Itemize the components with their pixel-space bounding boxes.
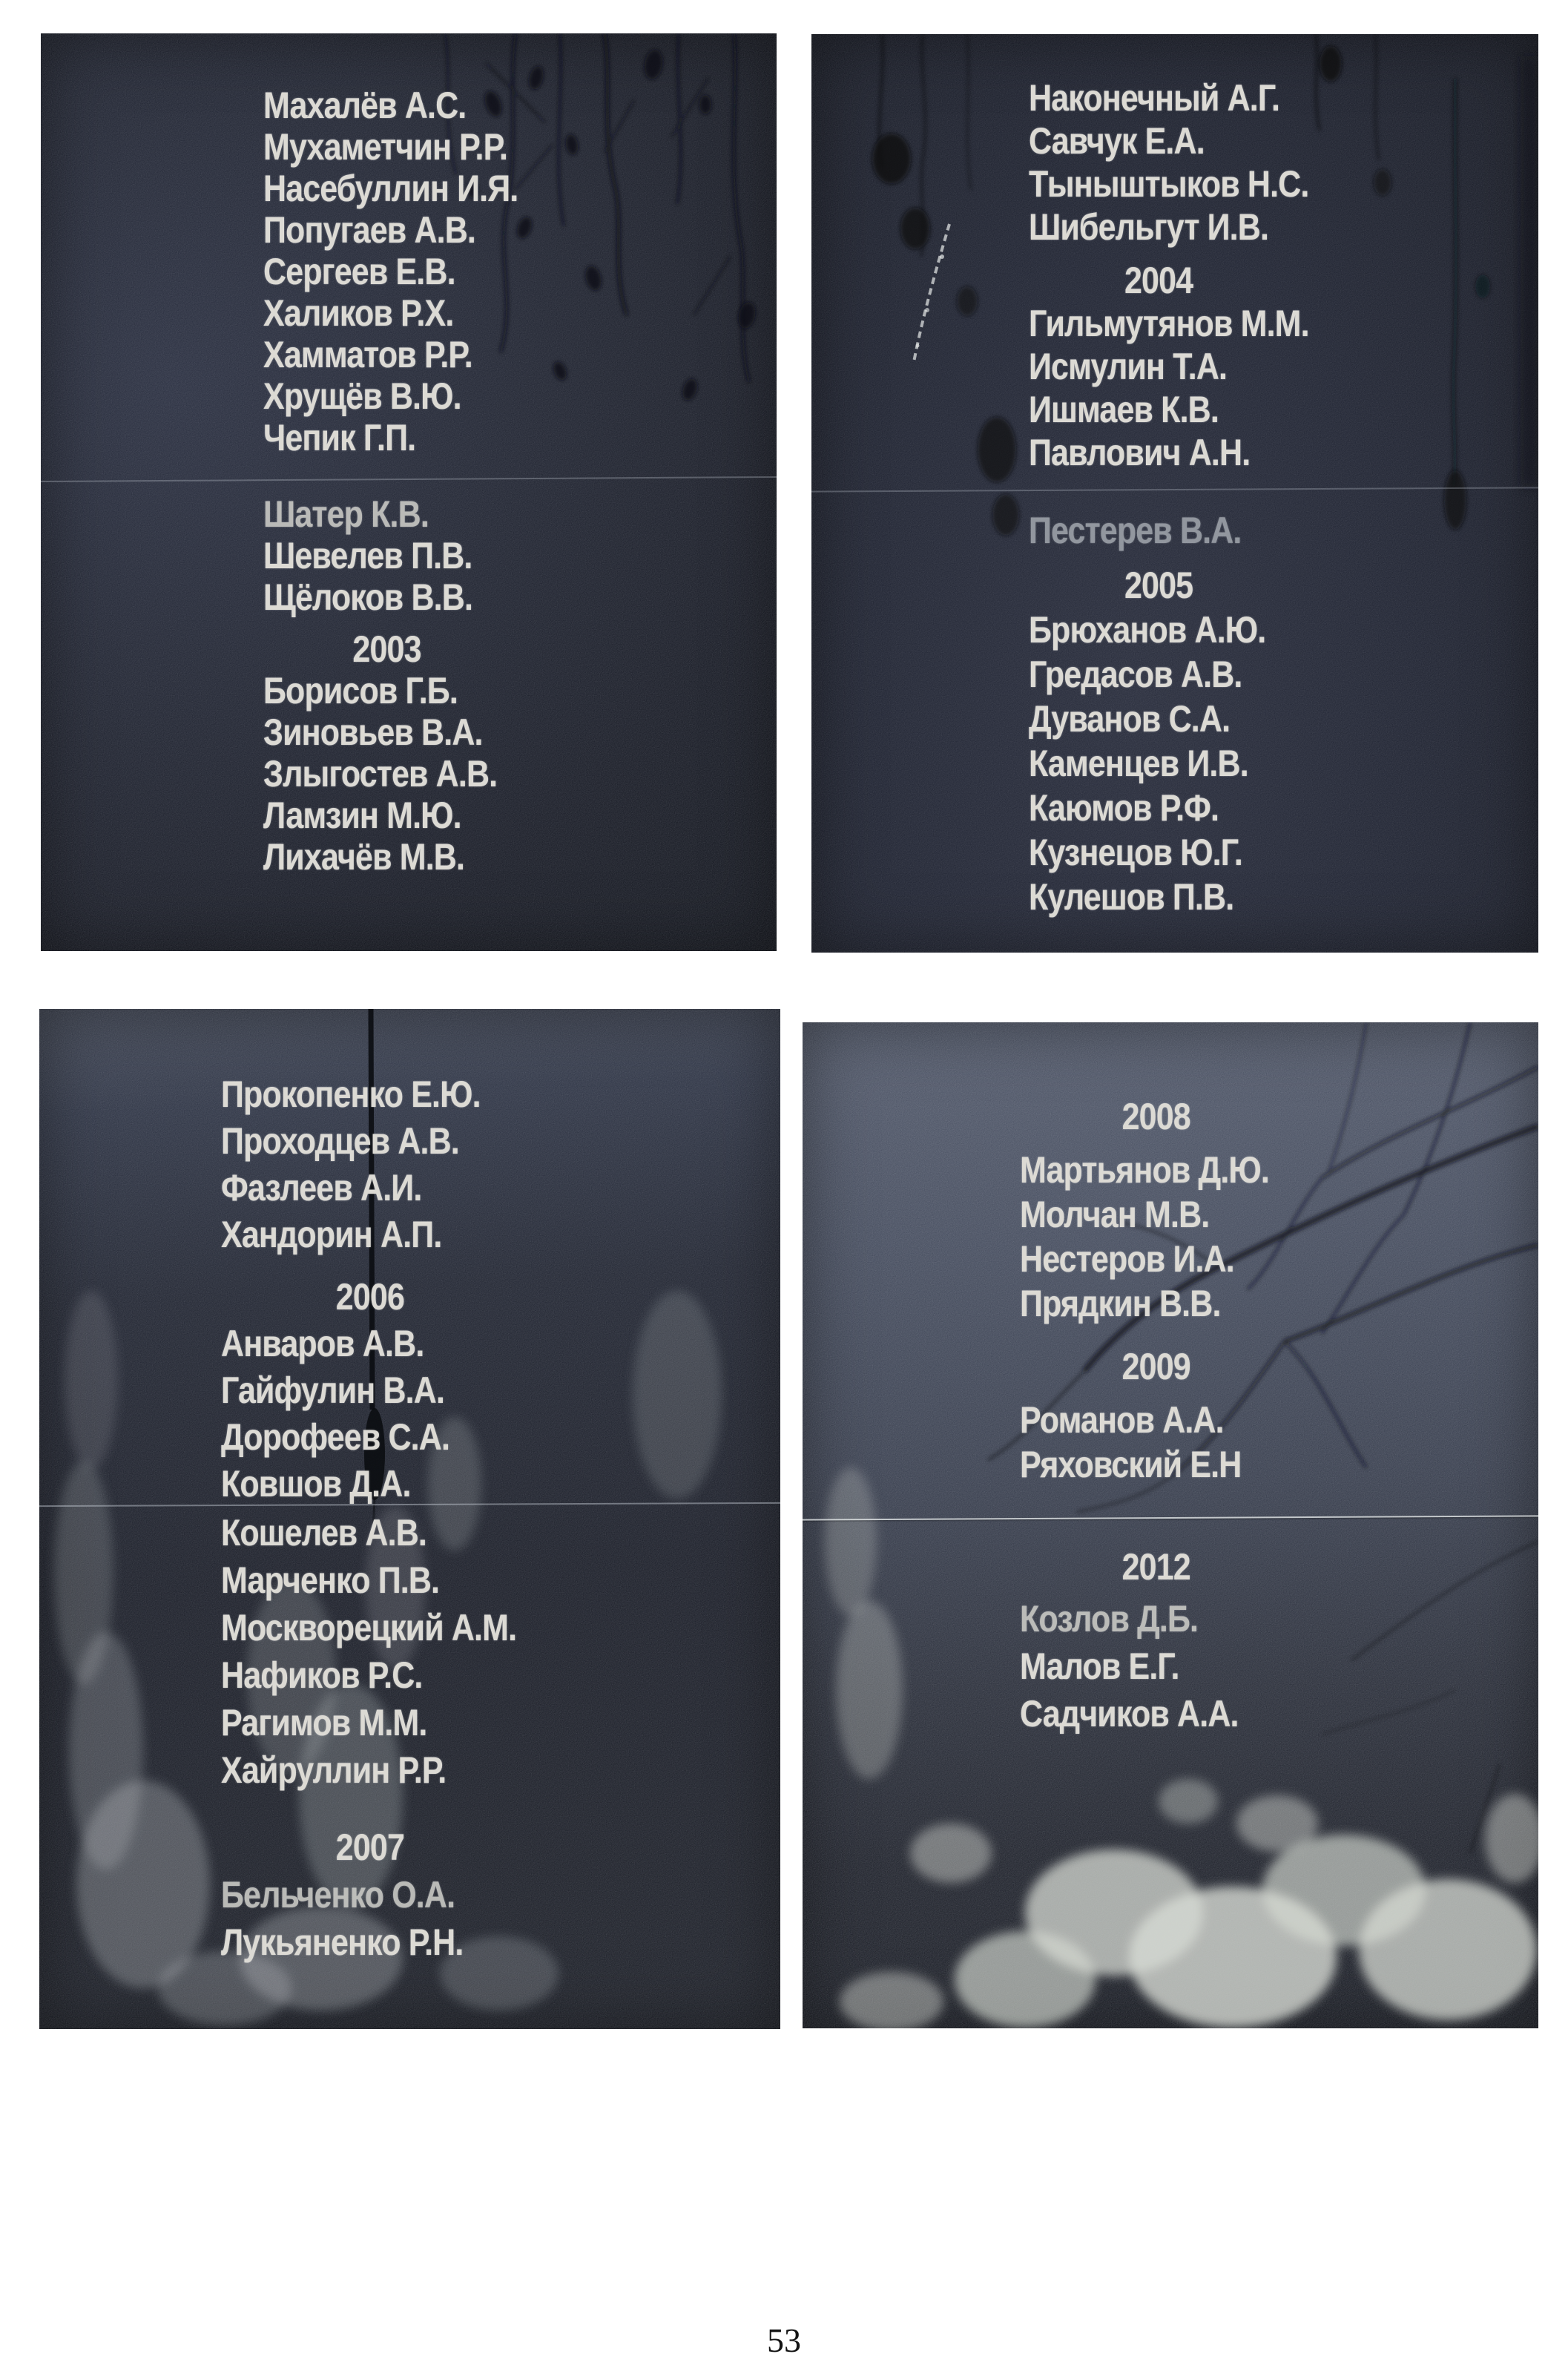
memorial-name: Мартьянов Д.Ю. bbox=[1020, 1149, 1270, 1191]
year-heading: 2007 bbox=[335, 1827, 405, 1868]
names-column: Кошелев А.В. Марченко П.В. Москворецкий … bbox=[221, 1509, 517, 1966]
memorial-name: Зиновьев В.А. bbox=[263, 711, 483, 753]
memorial-name: Каменцев И.В. bbox=[1029, 743, 1249, 784]
memorial-name: Кошелев А.В. bbox=[221, 1512, 427, 1554]
memorial-plaque-photo-bottom-right: 2008 Мартьянов Д.Ю. Молчан М.В. Нестеров… bbox=[803, 1022, 1538, 2028]
memorial-name: Каюмов Р.Ф. bbox=[1029, 787, 1219, 829]
memorial-name: Шибельгут И.В. bbox=[1029, 206, 1269, 248]
year-heading: 2003 bbox=[352, 628, 421, 670]
memorial-name: Прядкин В.В. bbox=[1020, 1283, 1221, 1324]
memorial-name: Ламзин М.Ю. bbox=[263, 795, 462, 836]
memorial-name: Сергеев Е.В. bbox=[263, 251, 456, 292]
names-column: Наконечный А.Г. Савчук Е.А. Тыныштыков Н… bbox=[1029, 76, 1310, 474]
memorial-name: Кузнецов Ю.Г. bbox=[1029, 832, 1243, 873]
memorial-name: Хайруллин Р.Р. bbox=[221, 1749, 447, 1791]
memorial-name: Халиков Р.Х. bbox=[263, 292, 454, 334]
names-column: Пестерев В.А. 2005 Брюханов А.Ю. Гредасо… bbox=[1029, 508, 1266, 919]
year-heading: 2009 bbox=[1121, 1346, 1191, 1387]
memorial-name: Тыныштыков Н.С. bbox=[1029, 163, 1309, 205]
memorial-name: Малов Е.Г. bbox=[1020, 1646, 1179, 1687]
memorial-name: Гредасов А.В. bbox=[1029, 654, 1242, 695]
memorial-name: Шатер К.В. bbox=[263, 493, 429, 535]
memorial-name: Бельченко О.А. bbox=[221, 1874, 455, 1916]
memorial-name: Хамматов Р.Р. bbox=[263, 334, 473, 375]
memorial-name: Гильмутянов М.М. bbox=[1029, 303, 1310, 344]
memorial-name: Савчук Е.А. bbox=[1029, 120, 1205, 162]
memorial-name: Рагимов М.М. bbox=[221, 1702, 427, 1743]
memorial-name: Злыгостев А.В. bbox=[263, 753, 498, 795]
memorial-name: Козлов Д.Б. bbox=[1020, 1598, 1199, 1640]
memorial-name: Романов А.А. bbox=[1020, 1399, 1225, 1441]
memorial-name: Марченко П.В. bbox=[221, 1559, 440, 1601]
stone-texture-and-shadows-overlay bbox=[811, 34, 1538, 953]
memorial-name: Дорофеев С.А. bbox=[221, 1416, 450, 1458]
hanging-cord-shadow-icon bbox=[364, 1009, 385, 1533]
year-heading: 2004 bbox=[1124, 260, 1193, 301]
memorial-name: Дуванов С.А. bbox=[1029, 698, 1231, 740]
memorial-plaque-photo-bottom-left: Прокопенко Е.Ю. Проходцев А.В. Фазлеев А… bbox=[39, 1009, 780, 2029]
memorial-name: Ковшов Д.А. bbox=[221, 1463, 411, 1505]
memorial-name: Хандорин А.П. bbox=[221, 1214, 442, 1255]
memorial-name: Павлович А.Н. bbox=[1029, 432, 1251, 473]
memorial-name: Нестеров И.А. bbox=[1020, 1238, 1235, 1280]
memorial-name: Мухаметчин Р.Р. bbox=[263, 126, 508, 168]
memorial-name: Борисов Г.Б. bbox=[263, 670, 458, 711]
memorial-name: Чепик Г.П. bbox=[263, 417, 416, 458]
stone-texture-and-branches-overlay bbox=[41, 33, 777, 951]
tree-branches-icon bbox=[987, 1022, 1538, 1854]
memorial-name: Хрущёв В.Ю. bbox=[263, 375, 462, 417]
names-column: Махалёв А.С. Мухаметчин Р.Р. Насебуллин … bbox=[263, 85, 518, 458]
year-heading: 2008 bbox=[1121, 1096, 1191, 1137]
chalk-scratch-mark bbox=[912, 223, 951, 363]
memorial-name: Лукьяненко Р.Н. bbox=[221, 1921, 464, 1963]
memorial-name: Нафиков Р.С. bbox=[221, 1654, 423, 1696]
year-heading: 2006 bbox=[335, 1276, 405, 1318]
memorial-name: Махалёв А.С. bbox=[263, 85, 467, 126]
memorial-name: Москворецкий А.М. bbox=[221, 1607, 517, 1648]
year-heading: 2012 bbox=[1121, 1546, 1191, 1588]
names-column: 2012 Козлов Д.Б. Малов Е.Г. Садчиков А.А… bbox=[1020, 1545, 1239, 1737]
lichen-patch bbox=[825, 1467, 1538, 2028]
memorial-name: Фазлеев А.И. bbox=[221, 1167, 422, 1209]
memorial-name: Гайфулин В.А. bbox=[221, 1370, 445, 1411]
memorial-name: Брюханов А.Ю. bbox=[1029, 609, 1266, 651]
names-column: Шатер К.В. Шевелев П.В. Щёлоков В.В. 200… bbox=[263, 493, 498, 878]
year-heading: 2005 bbox=[1124, 565, 1193, 606]
memorial-name: Садчиков А.А. bbox=[1020, 1693, 1239, 1735]
names-column: 2008 Мартьянов Д.Ю. Молчан М.В. Нестеров… bbox=[1020, 1094, 1270, 1487]
memorial-plaque-photo-top-right: Наконечный А.Г. Савчук Е.А. Тыныштыков Н… bbox=[811, 34, 1538, 953]
stone-texture-and-lichen-overlay bbox=[39, 1009, 780, 2029]
names-column: Прокопенко Е.Ю. Проходцев А.В. Фазлеев А… bbox=[221, 1071, 481, 1508]
branch-shadow-icon bbox=[444, 33, 751, 383]
memorial-name: Лихачёв М.В. bbox=[263, 836, 465, 878]
memorial-name: Насебуллин И.Я. bbox=[263, 168, 518, 209]
leaf-shadow-icon bbox=[467, 50, 756, 401]
memorial-plaque-photo-top-left: Махалёв А.С. Мухаметчин Р.Р. Насебуллин … bbox=[41, 33, 777, 951]
memorial-name: Шевелев П.В. bbox=[263, 535, 472, 576]
page-number: 53 bbox=[767, 2321, 801, 2359]
stone-texture-branches-lichen-overlay bbox=[803, 1022, 1538, 2028]
memorial-name: Молчан М.В. bbox=[1020, 1194, 1210, 1235]
memorial-name: Кулешов П.В. bbox=[1029, 876, 1234, 918]
memorial-name: Ишмаев К.В. bbox=[1029, 389, 1219, 430]
memorial-name: Исмулин Т.А. bbox=[1029, 346, 1228, 387]
memorial-name: Щёлоков В.В. bbox=[263, 576, 473, 618]
memorial-name: Наконечный А.Г. bbox=[1029, 77, 1280, 119]
lichen-patch bbox=[54, 1291, 722, 2025]
memorial-name: Проходцев А.В. bbox=[221, 1120, 460, 1162]
leaf-shadow-icon bbox=[872, 46, 1490, 536]
memorial-name: Прокопенко Е.Ю. bbox=[221, 1074, 481, 1115]
memorial-name: Ряховский Е.Н bbox=[1020, 1444, 1242, 1485]
memorial-name: Анваров А.В. bbox=[221, 1323, 424, 1364]
memorial-name: Пестерев В.А. bbox=[1029, 510, 1242, 551]
memorial-name: Попугаев А.В. bbox=[263, 209, 476, 251]
